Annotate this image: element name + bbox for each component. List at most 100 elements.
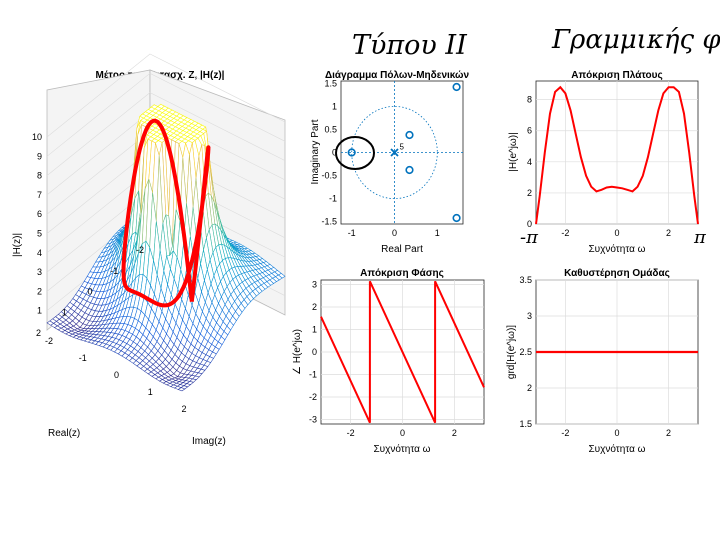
y-tick-label: 3.5 [519,275,532,285]
pz-ticks: -1 0 1 1.5 1 0.5 0 -0.5 -1 -1.5 [321,78,439,238]
y-tick-label: 2 [527,188,532,198]
y-tick-label: -1 [309,370,317,380]
y-tick-label: 2.5 [519,347,532,357]
handwritten-phase-note: Γραμμικής φάσης [551,25,720,55]
surface-z-tick: 7 [37,190,42,200]
x-tick-label: 0 [400,428,405,438]
wall-gridline [46,92,286,176]
phase-title: Απόκριση Φάσης [360,268,444,279]
mag-xlabel: Συχνότητα ω [588,243,645,255]
gd-ylabel: grd[H(e^jω)] [506,325,517,379]
surface-imag-tick: -1 [79,353,87,363]
wall-gridline [46,53,286,138]
pz-y-tick: 0 [332,148,337,158]
surface-z-tick: 5 [37,229,42,239]
y-tick-label: -2 [309,392,317,402]
pz-title: Διάγραμμα Πόλων-Μηδενικών [325,70,470,81]
pz-y-tick: 1 [332,101,337,111]
surface-z-tick: 8 [37,171,42,181]
mag-grid [536,81,698,225]
surface-real-tick: 1 [62,307,67,317]
mag-title: Απόκριση Πλάτους [571,70,662,81]
phase-series-line [320,280,485,424]
pz-x-tick: 0 [392,228,397,238]
surface-zlabel: |H(z)| [12,233,23,257]
y-tick-label: 3 [527,311,532,321]
y-tick-label: 4 [527,157,532,167]
surface-imag-ticks: -2 -1 0 1 2 [45,336,187,414]
surface-z-tick: 1 [37,306,42,316]
y-tick-label: 2 [527,383,532,393]
wall-gridline [46,72,286,157]
phase-plot: Απόκριση Φάσης -2 0 2 3 2 1 0 -1 -2 -3 Συχνότητα … [292,268,485,455]
y-tick-label: -3 [309,415,317,425]
pz-x-tick: 1 [435,228,440,238]
surface-z-tick: 4 [37,248,42,258]
handwritten-circle-annotation [335,136,375,170]
surface-real-tick: 0 [87,287,92,297]
pz-y-tick: -1 [329,194,337,204]
handwritten-right-pi: π [693,227,707,248]
y-tick-label: 0 [527,219,532,229]
surface-real-label: Real(z) [48,428,80,439]
pz-y-tick: 0.5 [324,124,337,134]
mag-ylabel: |H(e^jω)| [508,132,519,171]
surface-imag-tick: 2 [181,404,186,414]
pz-y-tick: -1.5 [321,217,337,227]
surface-plot: Μέτρο του Μετασχ. Ζ, |H(z)| 12345678910 … [12,53,286,447]
surface-cell [177,387,186,392]
surface-z-tick: 2 [37,286,42,296]
x-tick-label: -2 [561,428,569,438]
pz-ylabel: Imaginary Part [310,119,321,184]
surface-real-tick: -2 [136,245,144,255]
surface-z-tick: 6 [37,209,42,219]
pz-x-tick: -1 [348,228,356,238]
pole-multiplicity: 5 [400,143,405,152]
handwritten-left-pi: -π [520,227,539,248]
group-delay-plot: Καθυστέρηση Ομάδας -2 0 2 3.5 3 2.5 2 1.5 Συχνό… [506,268,699,455]
y-tick-label: 2 [312,302,317,312]
surface-imag-label: Imag(z) [192,436,226,447]
pole-marker [390,148,399,157]
pz-xlabel: Real Part [381,244,423,255]
pz-y-tick: 1.5 [324,78,337,88]
y-tick-label: 0 [312,347,317,357]
gd-title: Καθυστέρηση Ομάδας [564,268,670,279]
y-tick-label: 6 [527,126,532,136]
pole-zero-plot: Διάγραμμα Πόλων-Μηδενικών -1 0 1 1.5 1 0.5 0 -0… [310,70,469,255]
pz-grid [341,81,463,224]
surface-imag-tick: 0 [114,370,119,380]
x-tick-label: -2 [561,228,569,238]
surface-imag-tick: -2 [45,336,53,346]
y-tick-label: 8 [527,95,532,105]
surface-z-ticks: 1 2 3 4 5 6 7 8 9 10 [32,132,42,316]
phase-ylabel: ∠ H(e^jω) [292,329,303,375]
gd-xlabel: Συχνότητα ω [588,443,645,455]
surface-z-tick: 3 [37,267,42,277]
gd-grid [536,279,698,425]
y-tick-label: 1.5 [519,419,532,429]
y-tick-label: 3 [312,280,317,290]
mag-series-line [535,85,699,225]
x-tick-label: 2 [666,428,671,438]
x-tick-label: -2 [347,428,355,438]
zero-marker [405,130,414,140]
phase-ticks: -2 0 2 3 2 1 0 -1 -2 -3 [309,280,457,439]
zero-marker [347,148,356,157]
x-tick-label: 0 [614,428,619,438]
handwritten-type-label: Τύπου ΙΙ [352,30,468,61]
surface-z-tick: 10 [32,132,42,142]
surface-z-tick: 9 [37,151,42,161]
pz-markers: 5 [347,82,461,223]
magnitude-plot: Απόκριση Πλάτους -2 0 2 0 2 4 6 8 Συχνότητα ω |… [508,70,699,255]
mag-ticks: -2 0 2 0 2 4 6 8 [527,95,671,238]
surface-imag-tick: 1 [148,387,153,397]
surface-unit-circle-trace [121,118,211,308]
pz-unit-circle [351,105,438,200]
pz-y-tick: -0.5 [321,171,337,181]
surface-real-tick: 2 [36,328,41,338]
y-tick-label: 1 [312,325,317,335]
zero-marker [452,213,461,223]
surface-real-ticks: -2 -1 0 1 2 [36,245,144,338]
